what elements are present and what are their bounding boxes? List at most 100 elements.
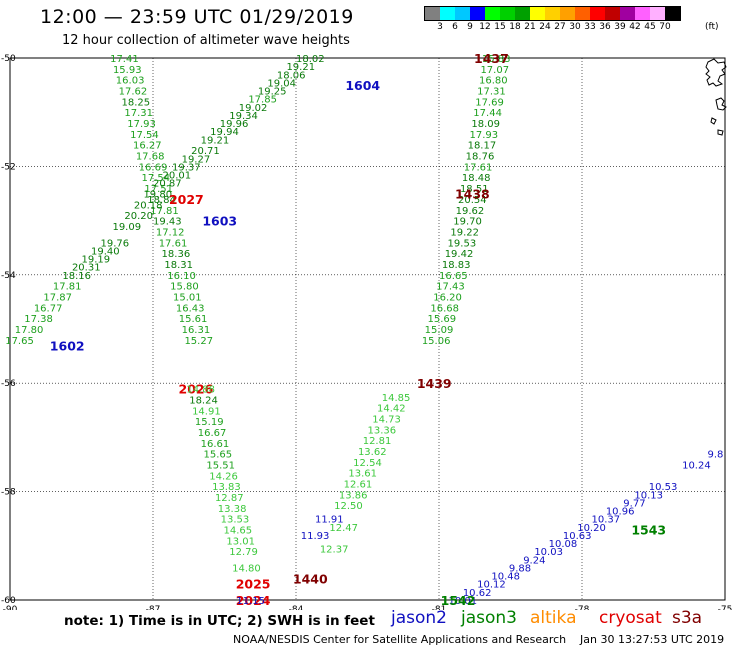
wave-height-label: 9.24 [523, 555, 545, 566]
wave-height-label: 10.12 [477, 580, 506, 591]
wave-height-label: 19.70 [453, 217, 482, 228]
wave-height-label: 17.62 [119, 87, 148, 98]
wave-height-label: 10.96 [606, 507, 635, 518]
wave-height-label: 17.41 [110, 54, 139, 65]
wave-height-label: 17.44 [473, 108, 502, 119]
colorbar [424, 6, 681, 21]
wave-height-label: 14.80 [232, 563, 261, 574]
wave-height-label: 17.31 [124, 108, 153, 119]
wave-height-label: 18.36 [162, 249, 191, 260]
pass-time-label: 2024 [236, 593, 271, 608]
colorbar-label: 27 [554, 22, 566, 32]
legend-cryosat: cryosat [599, 608, 662, 628]
colorbar-label: 39 [614, 22, 626, 32]
colorbar-label: 30 [569, 22, 581, 32]
wave-height-label: 16.20 [433, 292, 462, 303]
wave-height-label: 17.12 [156, 227, 185, 238]
colorbar-label: 45 [644, 22, 656, 32]
wave-height-label: 20.54 [458, 195, 487, 206]
pass-time-label: 1542 [441, 593, 476, 608]
wave-height-label: 17.61 [159, 238, 188, 249]
wave-height-label: 16.43 [176, 303, 205, 314]
lon-tick-label: -75 [718, 605, 733, 610]
wave-height-label: 17.69 [475, 97, 504, 108]
wave-height-label: 18.09 [471, 119, 500, 130]
wave-height-label: 16.80 [479, 76, 508, 87]
wave-height-label: 15.65 [204, 450, 233, 461]
colorbar-label: 36 [599, 22, 611, 32]
wave-height-label: 17.61 [464, 162, 493, 173]
wave-height-label: 19.22 [450, 227, 479, 238]
pass-time-label: 2026 [179, 382, 214, 397]
lat-tick-label: -52 [1, 162, 16, 172]
colorbar-label: 70 [659, 22, 671, 32]
wave-height-label: 19.21 [286, 62, 315, 73]
wave-height-label: 18.02 [296, 54, 325, 65]
colorbar-label: 24 [539, 22, 551, 32]
wave-height-label: 19.96 [220, 119, 249, 130]
colorbar-label: 42 [629, 22, 641, 32]
lat-tick-label: -54 [1, 271, 16, 281]
colorbar-swatch [620, 7, 635, 20]
wave-height-label: 10.48 [491, 572, 520, 583]
colorbar-unit: (ft) [705, 22, 719, 32]
wave-height-label: 20.20 [124, 211, 153, 222]
colorbar-swatch [425, 7, 440, 20]
wave-height-label: 12.81 [363, 436, 392, 447]
wave-height-label: 19.40 [91, 246, 120, 257]
wave-height-label: 10.63 [563, 531, 592, 542]
wave-height-label: 14.88 [186, 385, 215, 396]
colorbar-swatch [560, 7, 575, 20]
legend-jason2: jason2 [391, 608, 447, 628]
colorbar-label: 15 [494, 22, 506, 32]
land-outline [705, 58, 727, 87]
colorbar-label: 12 [479, 22, 491, 32]
colorbar-swatch [590, 7, 605, 20]
wave-height-label: 11.15 [236, 596, 265, 607]
wave-height-label: 19.19 [81, 255, 110, 266]
colorbar-label: 18 [509, 22, 521, 32]
pass-time-label: 1439 [417, 376, 452, 391]
wave-height-label: 16.77 [34, 303, 63, 314]
wave-height-label: 18.16 [62, 271, 91, 282]
wave-height-label: 10.62 [463, 588, 492, 599]
lon-tick-label: -87 [146, 605, 161, 610]
lon-tick-label: -90 [3, 605, 18, 610]
colorbar-swatch [530, 7, 545, 20]
wave-height-label: 12.54 [353, 458, 382, 469]
wave-height-label: 20.31 [72, 263, 101, 274]
wave-height-label: 9.88 [509, 563, 531, 574]
wave-height-label: 13.01 [226, 536, 255, 547]
wave-height-label: 16.31 [182, 325, 211, 336]
wave-height-label: 13.86 [339, 490, 368, 501]
wave-height-label: 17.87 [43, 292, 72, 303]
wave-height-label: 15.27 [184, 336, 213, 347]
page-subtitle: 12 hour collection of altimeter wave hei… [62, 33, 350, 48]
wave-height-label: 18.06 [277, 70, 306, 81]
wave-height-label: 17.54 [142, 173, 171, 184]
wave-height-label: 16.65 [439, 271, 468, 282]
lat-tick-label: -50 [1, 54, 16, 64]
wave-height-label: 17.51 [144, 184, 173, 195]
pass-time-label: 1440 [293, 571, 328, 586]
wave-height-label: 16.67 [198, 428, 227, 439]
wave-height-label: 18.31 [164, 260, 193, 271]
colorbar-swatch [650, 7, 665, 20]
wave-height-label: 17.81 [53, 282, 82, 293]
wave-height-label: 16.68 [430, 303, 459, 314]
pass-time-label: 1602 [50, 338, 85, 353]
lon-tick-label: -84 [289, 605, 304, 610]
wave-height-label: 14.42 [377, 404, 406, 415]
wave-height-label: 19.80 [143, 190, 172, 201]
wave-height-label: 10.13 [634, 490, 663, 501]
wave-height-label: 18.76 [466, 152, 495, 163]
pass-time-label: 1437 [474, 51, 509, 66]
wave-height-label: 9.77 [623, 498, 645, 509]
colorbar-label: 6 [452, 22, 458, 32]
pass-time-label: 1438 [455, 187, 490, 202]
page-title: 12:00 — 23:59 UTC 01/29/2019 [40, 6, 354, 28]
legend-altika: altika [530, 608, 577, 628]
wave-height-label: 12.87 [215, 493, 244, 504]
wave-height-label: 12.61 [344, 479, 373, 490]
wave-height-label: 19.25 [258, 87, 287, 98]
